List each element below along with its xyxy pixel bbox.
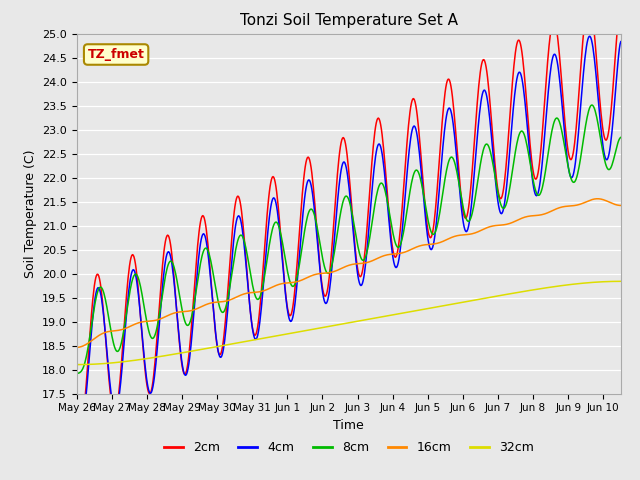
- 2cm: [150, 372, 157, 378]
- 2cm: [477, 65, 484, 71]
- 2cm: [75, 430, 83, 435]
- X-axis label: Time: Time: [333, 419, 364, 432]
- Text: TZ_fmet: TZ_fmet: [88, 48, 145, 61]
- 2cm: [464, 210, 472, 216]
- Title: Tonzi Soil Temperature Set A: Tonzi Soil Temperature Set A: [240, 13, 458, 28]
- Line: 4cm: 4cm: [77, 36, 621, 429]
- 4cm: [306, 178, 314, 183]
- 8cm: [588, 102, 596, 108]
- 32cm: [149, 355, 157, 360]
- Line: 16cm: 16cm: [77, 199, 621, 348]
- 16cm: [593, 196, 601, 202]
- 16cm: [463, 232, 471, 238]
- 8cm: [476, 162, 484, 168]
- Y-axis label: Soil Temperature (C): Soil Temperature (C): [24, 149, 36, 278]
- 2cm: [306, 157, 314, 163]
- 32cm: [73, 362, 81, 368]
- 8cm: [73, 371, 81, 376]
- 16cm: [75, 344, 83, 350]
- 32cm: [463, 299, 471, 304]
- 8cm: [305, 209, 313, 215]
- 8cm: [463, 217, 471, 223]
- Line: 32cm: 32cm: [77, 281, 621, 365]
- 32cm: [617, 278, 625, 284]
- 16cm: [305, 274, 313, 280]
- 8cm: [75, 370, 83, 376]
- 32cm: [476, 296, 484, 302]
- 16cm: [73, 345, 81, 350]
- 4cm: [73, 422, 81, 428]
- 4cm: [617, 39, 625, 45]
- 4cm: [150, 379, 157, 385]
- 2cm: [326, 265, 334, 271]
- 8cm: [617, 134, 625, 140]
- Line: 8cm: 8cm: [77, 105, 621, 373]
- 16cm: [149, 318, 157, 324]
- Legend: 2cm, 4cm, 8cm, 16cm, 32cm: 2cm, 4cm, 8cm, 16cm, 32cm: [159, 436, 539, 459]
- 4cm: [586, 34, 593, 39]
- 32cm: [326, 324, 333, 329]
- Line: 2cm: 2cm: [77, 0, 621, 433]
- 4cm: [477, 99, 484, 105]
- 16cm: [476, 228, 484, 234]
- 16cm: [617, 203, 625, 208]
- 8cm: [326, 269, 333, 275]
- 4cm: [464, 227, 472, 232]
- 32cm: [305, 327, 313, 333]
- 2cm: [73, 421, 81, 427]
- 32cm: [75, 362, 83, 368]
- 4cm: [326, 282, 334, 288]
- 8cm: [149, 336, 157, 341]
- 2cm: [76, 430, 84, 436]
- 4cm: [75, 426, 83, 432]
- 4cm: [76, 426, 84, 432]
- 16cm: [326, 270, 333, 276]
